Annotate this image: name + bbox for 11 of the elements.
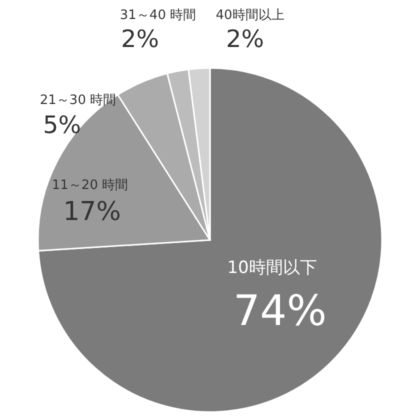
slice-label: 40時間以上 bbox=[216, 8, 284, 23]
slice-label: 31～40 時間 bbox=[120, 8, 196, 23]
data-label: 2% bbox=[120, 25, 160, 53]
data-label: 74% bbox=[233, 286, 327, 335]
slice-label: 21～30 時間 bbox=[40, 93, 116, 108]
pie-slice bbox=[38, 67, 383, 413]
data-label: 5% bbox=[42, 111, 82, 139]
data-label: 2% bbox=[226, 25, 264, 53]
slice-label: 10時間以下 bbox=[227, 258, 317, 278]
data-label: 17% bbox=[63, 197, 121, 227]
slice-label: 11～20 時間 bbox=[52, 178, 128, 193]
